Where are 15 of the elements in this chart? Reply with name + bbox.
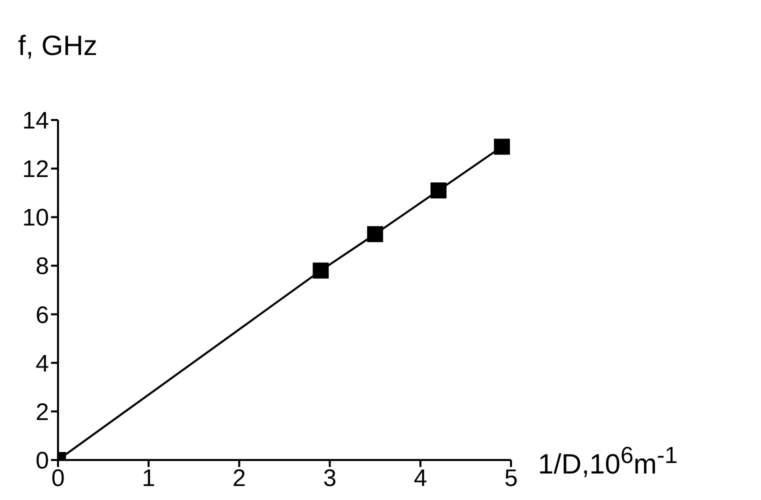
y-tick-label: 12 — [22, 156, 49, 184]
x-tick-label: 4 — [414, 465, 428, 492]
y-tick-label: 0 — [36, 448, 49, 475]
x-tick-label: 3 — [323, 465, 336, 492]
x-axis-title: 1/D,10$^{6}$m$^{-1}$ — [538, 442, 678, 480]
y-tick-label: 2 — [36, 398, 49, 426]
y-tick-label: 8 — [36, 253, 49, 280]
x-tick-label: 2 — [232, 465, 246, 492]
y-tick-label: 6 — [36, 302, 49, 329]
y-tick-label: 10 — [22, 204, 49, 232]
y-tick-label: 4 — [36, 350, 49, 378]
y-tick-label: 14 — [22, 108, 49, 135]
x-tick-label: 5 — [504, 465, 518, 492]
y-axis-title: f, GHz — [18, 30, 98, 62]
x-tick-label: 1 — [142, 465, 156, 492]
